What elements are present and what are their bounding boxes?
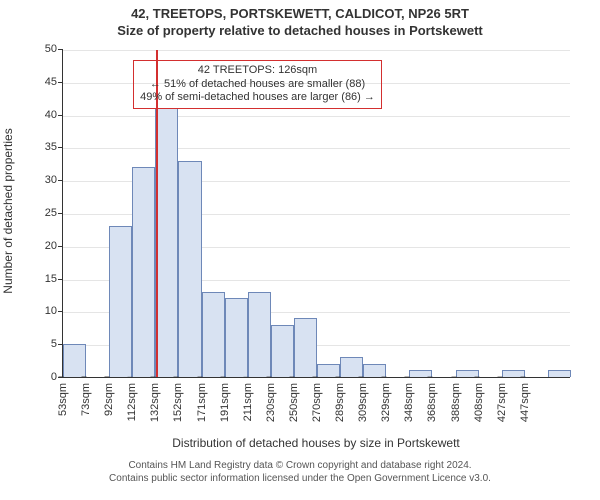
x-tick-label: 388sqm — [450, 377, 462, 422]
chart-container: 42, TREETOPS, PORTSKEWETT, CALDICOT, NP2… — [0, 0, 600, 500]
y-tick-label: 5 — [51, 338, 63, 350]
histogram-bar — [63, 344, 86, 377]
x-tick-label: 132sqm — [149, 377, 161, 422]
annotation-box: 42 TREETOPS: 126sqm ← 51% of detached ho… — [133, 60, 382, 109]
chart-title-subtitle: Size of property relative to detached ho… — [0, 23, 600, 40]
gridline — [63, 148, 570, 149]
y-tick-label: 45 — [45, 76, 63, 88]
x-tick-label: 250sqm — [288, 377, 300, 422]
x-tick-label: 447sqm — [519, 377, 531, 422]
histogram-bar — [178, 161, 201, 377]
histogram-bar — [225, 298, 248, 377]
histogram-bar — [294, 318, 317, 377]
x-tick-label: 329sqm — [380, 377, 392, 422]
x-tick-label: 427sqm — [496, 377, 508, 422]
histogram-bar — [548, 370, 571, 377]
y-tick-label: 35 — [45, 141, 63, 153]
x-tick-label: 270sqm — [311, 377, 323, 422]
x-tick-label: 368sqm — [426, 377, 438, 422]
y-tick-label: 50 — [45, 43, 63, 55]
annotation-line1: 42 TREETOPS: 126sqm — [140, 64, 375, 78]
y-tick-label: 25 — [45, 207, 63, 219]
x-tick-label: 53sqm — [57, 377, 69, 416]
gridline — [63, 50, 570, 51]
x-tick-label: 171sqm — [196, 377, 208, 422]
histogram-bar — [248, 292, 271, 377]
y-axis-label: Number of detached properties — [1, 111, 15, 311]
annotation-line3: 49% of semi-detached houses are larger (… — [140, 91, 375, 105]
histogram-bar — [340, 357, 363, 377]
x-axis-label: Distribution of detached houses by size … — [62, 436, 570, 450]
y-tick-label: 30 — [45, 174, 63, 186]
x-tick-label: 191sqm — [219, 377, 231, 422]
x-tick-label: 230sqm — [265, 377, 277, 422]
histogram-bar — [132, 167, 155, 377]
histogram-bar — [317, 364, 340, 377]
histogram-bar — [271, 325, 294, 377]
x-tick-label: 289sqm — [334, 377, 346, 422]
x-tick-label: 408sqm — [473, 377, 485, 422]
y-tick-label: 10 — [45, 305, 63, 317]
y-tick-label: 40 — [45, 109, 63, 121]
footer-line2: Contains public sector information licen… — [0, 473, 600, 486]
x-tick-label: 73sqm — [80, 377, 92, 416]
chart-title-address: 42, TREETOPS, PORTSKEWETT, CALDICOT, NP2… — [0, 0, 600, 23]
histogram-bar — [363, 364, 386, 377]
x-tick-label: 112sqm — [126, 377, 138, 421]
footer: Contains HM Land Registry data © Crown c… — [0, 460, 600, 485]
gridline — [63, 116, 570, 117]
histogram-bar — [155, 108, 178, 377]
x-tick-label: 92sqm — [103, 377, 115, 416]
x-tick-label: 309sqm — [357, 377, 369, 422]
histogram-bar — [202, 292, 225, 377]
y-tick-label: 20 — [45, 240, 63, 252]
x-tick-label: 152sqm — [172, 377, 184, 422]
x-tick-label: 211sqm — [242, 377, 254, 421]
x-tick-label: 348sqm — [403, 377, 415, 422]
footer-line1: Contains HM Land Registry data © Crown c… — [0, 460, 600, 473]
y-tick-label: 15 — [45, 273, 63, 285]
histogram-bar — [109, 226, 132, 377]
annotation-line2: ← 51% of detached houses are smaller (88… — [140, 78, 375, 92]
